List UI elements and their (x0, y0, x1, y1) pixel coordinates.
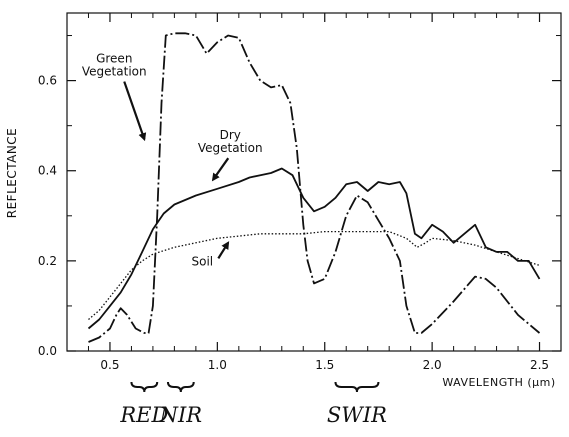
dry-vegetation-line (87, 167, 541, 330)
x-axis-label: WAVELENGTH (μm) (442, 376, 555, 389)
soil-annotation: Soil (191, 254, 213, 268)
x-tick-label: 0.5 (100, 358, 119, 372)
plot-frame (66, 12, 562, 352)
soil-line (88, 230, 540, 320)
red-band-brace (130, 381, 159, 393)
red-band-label: RED (119, 403, 168, 427)
y-tick-label: 0.0 (38, 344, 57, 358)
swir-band-brace (334, 381, 380, 393)
green-vegetation-annotation: Green Vegetation (82, 52, 147, 79)
x-tick-label: 2.5 (530, 358, 549, 372)
x-tick-label: 2.0 (423, 358, 442, 372)
dry-vegetation-annotation: Dry Vegetation (198, 128, 263, 155)
green-vegetation-arrow (123, 81, 147, 142)
nir-band-label: NIR (159, 403, 203, 427)
x-tick-label: 1.5 (315, 358, 334, 372)
green-vegetation-line (88, 32, 541, 343)
soil-arrow (217, 241, 230, 259)
dry-vegetation-arrow (211, 157, 230, 182)
y-tick-label: 0.4 (38, 164, 57, 178)
x-tick-label: 1.0 (208, 358, 227, 372)
swir-band-label: SWIR (327, 403, 387, 427)
nir-band-brace (166, 381, 195, 393)
y-axis-label: REFLECTANCE (5, 128, 19, 219)
y-tick-label: 0.6 (38, 74, 57, 88)
y-tick-label: 0.2 (38, 254, 57, 268)
